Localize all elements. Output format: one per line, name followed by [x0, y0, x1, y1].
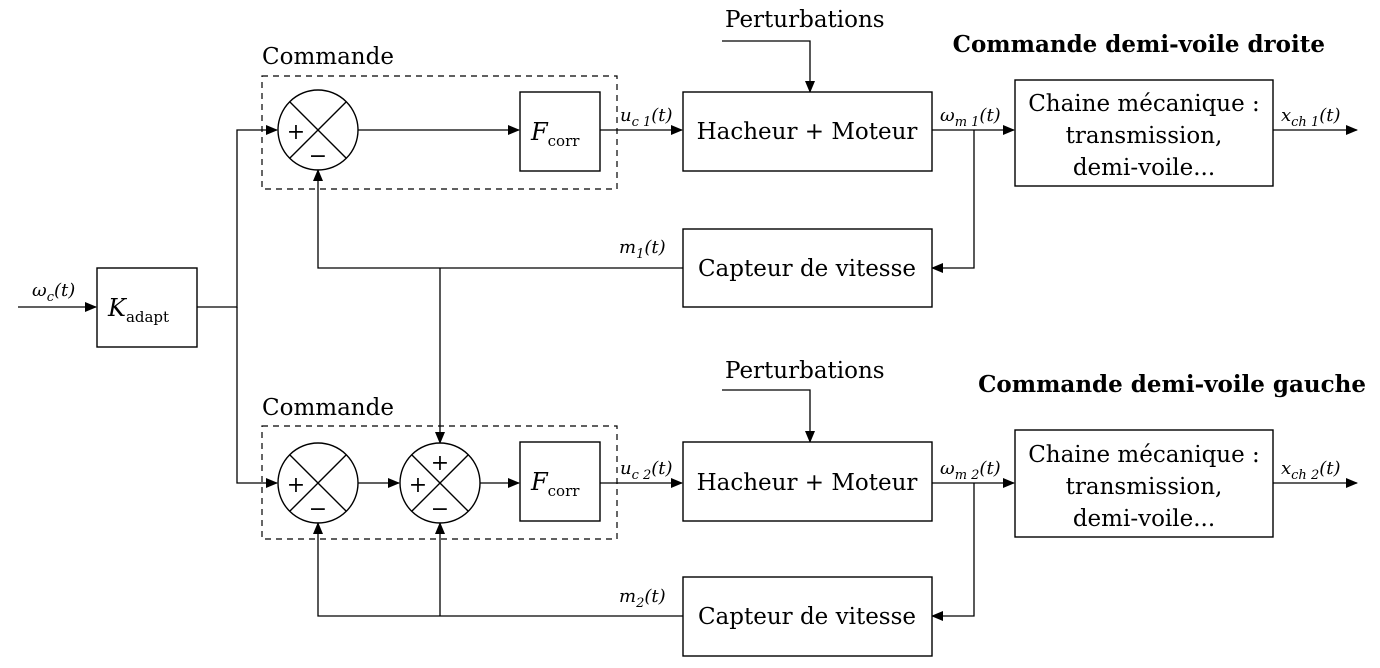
svg-text:−: − — [309, 144, 327, 169]
chaine-line1-bottom: Chaine mécanique : — [1028, 442, 1260, 468]
wire-perturbations-top — [722, 40, 815, 93]
hacheur-moteur-label-top: Hacheur + Moteur — [697, 119, 918, 145]
wire-omega-to-capteur-bottom — [931, 483, 975, 621]
summing-junction-bottom-1: + − — [277, 442, 359, 524]
svg-text:+: + — [287, 473, 305, 498]
f-corr-label-bottom: Fcorr — [530, 468, 580, 500]
k-adapt-label: Kadapt — [107, 294, 169, 326]
signal-m2: m2(t) — [619, 586, 666, 611]
capteur-block-bottom — [682, 576, 933, 657]
signal-u-c2: uc 2(t) — [620, 458, 673, 483]
title-bottom: Commande demi-voile gauche — [978, 371, 1366, 398]
summing-junction-bottom-2: + + − — [399, 442, 481, 524]
svg-text:−: − — [309, 497, 327, 522]
wire-perturbations-bottom — [722, 389, 815, 443]
svg-text:+: + — [287, 120, 305, 145]
wire-m2-to-sum1-bottom — [313, 522, 683, 617]
f-corr-label-top: Fcorr — [530, 118, 580, 150]
chaine-line3-bottom: demi-voile... — [1073, 506, 1215, 532]
capteur-label-top: Capteur de vitesse — [698, 256, 916, 282]
signal-m1: m1(t) — [619, 237, 666, 262]
title-top: Commande demi-voile droite — [953, 31, 1325, 58]
signal-u-c1: uc 1(t) — [620, 105, 673, 130]
chaine-mecanique-block-top — [1014, 79, 1274, 187]
signal-omega-m1: ωm 1(t) — [940, 105, 1001, 130]
wire-m1-to-sum-top — [313, 169, 683, 269]
f-corr-block-bottom — [519, 441, 601, 522]
capteur-label-bottom: Capteur de vitesse — [698, 604, 916, 630]
chaine-line2-top: transmission, — [1066, 123, 1223, 149]
summing-junction-top: + − — [277, 89, 359, 171]
signal-omega-m2: ωm 2(t) — [940, 458, 1001, 483]
signal-x-ch2: xch 2(t) — [1281, 458, 1341, 483]
wire-kadapt-top — [197, 125, 278, 308]
signal-x-ch1: xch 1(t) — [1281, 105, 1341, 130]
chaine-line3-top: demi-voile... — [1073, 155, 1215, 181]
commande-label-top: Commande — [262, 44, 394, 70]
chaine-line1-top: Chaine mécanique : — [1028, 91, 1260, 117]
signal-omega-c: ωc(t) — [32, 280, 75, 305]
hacheur-moteur-block-bottom — [682, 441, 933, 522]
chaine-mecanique-block-bottom — [1014, 429, 1274, 538]
perturbations-label-top: Perturbations — [725, 7, 885, 33]
chaine-line2-bottom: transmission, — [1066, 474, 1223, 500]
commande-frame-top — [261, 75, 618, 190]
wire-omega-to-capteur-top — [931, 130, 975, 273]
f-corr-block-top — [519, 91, 601, 172]
svg-text:+: + — [431, 451, 449, 476]
hacheur-moteur-label-bottom: Hacheur + Moteur — [697, 470, 918, 496]
hacheur-moteur-block-top — [682, 91, 933, 172]
svg-text:+: + — [409, 473, 427, 498]
commande-label-bottom: Commande — [262, 395, 394, 421]
svg-text:−: − — [431, 497, 449, 522]
wire-kadapt-bottom — [236, 307, 278, 488]
perturbations-label-bottom: Perturbations — [725, 358, 885, 384]
